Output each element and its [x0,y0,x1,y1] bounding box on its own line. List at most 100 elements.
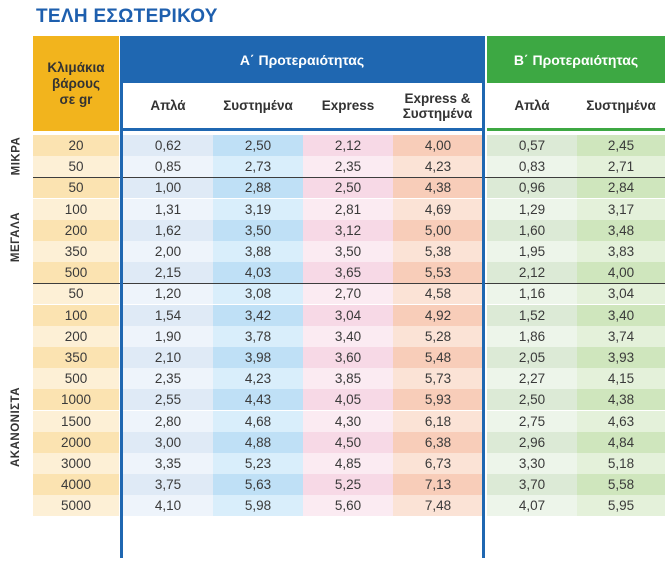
price-cell: 5,63 [213,474,303,496]
price-cell: 5,58 [577,474,665,496]
price-cell: 3,04 [303,304,393,326]
scale-header-line: Κλιμάκια [47,59,105,75]
price-cell: 5,23 [213,453,303,474]
price-cell: 2,12 [487,262,577,284]
table-row: 350 2,00 3,88 3,50 5,38 1,95 3,83 [33,241,665,262]
price-cell: 1,90 [123,325,213,347]
weight-cell: 50 [33,177,119,199]
weight-cell: 20 [33,135,119,156]
weight-cell: 5000 [33,495,119,517]
price-cell: 3,00 [123,431,213,453]
price-cell: 4,92 [393,304,483,326]
price-cell: 6,18 [393,410,483,432]
price-cell: 6,73 [393,453,483,474]
price-cell: 4,10 [123,495,213,517]
price-cell: 3,42 [213,304,303,326]
price-cell: 4,68 [213,410,303,432]
price-cell: 4,30 [303,410,393,432]
weight-cell: 3000 [33,453,119,474]
table-row: 50 1,20 3,08 2,70 4,58 1,16 3,04 [33,283,665,305]
price-cell: 3,48 [577,219,665,241]
price-cell: 1,52 [487,304,577,326]
price-cell: 3,40 [577,304,665,326]
column-divider [120,36,123,558]
price-cell: 2,35 [303,156,393,178]
price-cell: 2,50 [213,135,303,156]
price-cell: 3,74 [577,325,665,347]
price-cell: 5,00 [393,219,483,241]
weight-cell: 1500 [33,410,119,432]
table-row: 500 2,35 4,23 3,85 5,73 2,27 4,15 [33,368,665,390]
table-row: 100 1,31 3,19 2,81 4,69 1,29 3,17 [33,198,665,220]
price-cell: 0,96 [487,177,577,199]
price-cell: 3,17 [577,198,665,220]
price-cell: 5,93 [393,389,483,411]
weight-cell: 1000 [33,389,119,411]
table-row: 50 1,00 2,88 2,50 4,38 0,96 2,84 [33,177,665,199]
weight-cell: 200 [33,219,119,241]
price-cell: 2,45 [577,135,665,156]
price-cell: 2,27 [487,368,577,390]
price-cell: 2,50 [303,177,393,199]
price-cell: 2,35 [123,368,213,390]
price-cell: 4,05 [303,389,393,411]
price-cell: 0,62 [123,135,213,156]
weight-cell: 200 [33,325,119,347]
price-cell: 5,18 [577,453,665,474]
weight-cell: 350 [33,347,119,368]
price-cell: 3,12 [303,219,393,241]
price-cell: 0,57 [487,135,577,156]
price-cell: 3,85 [303,368,393,390]
price-cell: 3,19 [213,198,303,220]
group-label-small: ΜΙΚΡΑ [10,136,23,176]
table-row: 1500 2,80 4,68 4,30 6,18 2,75 4,63 [33,410,665,432]
price-cell: 3,50 [213,219,303,241]
price-cell: 4,03 [213,262,303,284]
price-cell: 0,85 [123,156,213,178]
price-cell: 1,29 [487,198,577,220]
priority-a-header: Α΄ Προτεραιότητας [121,36,483,83]
price-cell: 5,25 [303,474,393,496]
price-cell: 2,81 [303,198,393,220]
price-cell: 2,55 [123,389,213,411]
weight-cell: 500 [33,368,119,390]
price-cell: 0,83 [487,156,577,178]
price-cell: 2,50 [487,389,577,411]
col-header-b-registered: Συστημένα [577,83,665,131]
price-cell: 4,43 [213,389,303,411]
col-header-line: Συστημένα [402,105,473,121]
price-cell: 4,58 [393,283,483,305]
price-cell: 7,13 [393,474,483,496]
price-cell: 4,63 [577,410,665,432]
table-row: 1000 2,55 4,43 4,05 5,93 2,50 4,38 [33,389,665,411]
price-cell: 4,38 [577,389,665,411]
price-cell: 5,38 [393,241,483,262]
price-cell: 5,95 [577,495,665,517]
group-label-large: ΜΕΓΑΛΑ [10,211,23,263]
price-cell: 1,31 [123,198,213,220]
table-row: 200 1,90 3,78 3,40 5,28 1,86 3,74 [33,325,665,347]
priority-b-header: Β΄ Προτεραιότητας [487,36,665,83]
price-cell: 1,16 [487,283,577,305]
price-cell: 4,85 [303,453,393,474]
group-label-irregular: ΑΚΑΝΟΝΙΣΤΑ [10,386,23,468]
price-cell: 2,88 [213,177,303,199]
price-cell: 3,60 [303,347,393,368]
table-row: 4000 3,75 5,63 5,25 7,13 3,70 5,58 [33,474,665,496]
group-separator [33,283,665,285]
col-header-b-simple: Απλά [487,83,577,131]
weight-cell: 4000 [33,474,119,496]
weight-cell: 350 [33,241,119,262]
col-header-a-simple: Απλά [123,83,213,131]
price-cell: 5,60 [303,495,393,517]
price-cell: 2,75 [487,410,577,432]
price-cell: 5,98 [213,495,303,517]
table-row: 500 2,15 4,03 3,65 5,53 2,12 4,00 [33,262,665,284]
price-cell: 7,48 [393,495,483,517]
table-row: 200 1,62 3,50 3,12 5,00 1,60 3,48 [33,219,665,241]
table-row: 2000 3,00 4,88 4,50 6,38 2,96 4,84 [33,431,665,453]
weight-cell: 100 [33,198,119,220]
price-cell: 4,07 [487,495,577,517]
price-cell: 2,10 [123,347,213,368]
weight-cell: 50 [33,283,119,305]
